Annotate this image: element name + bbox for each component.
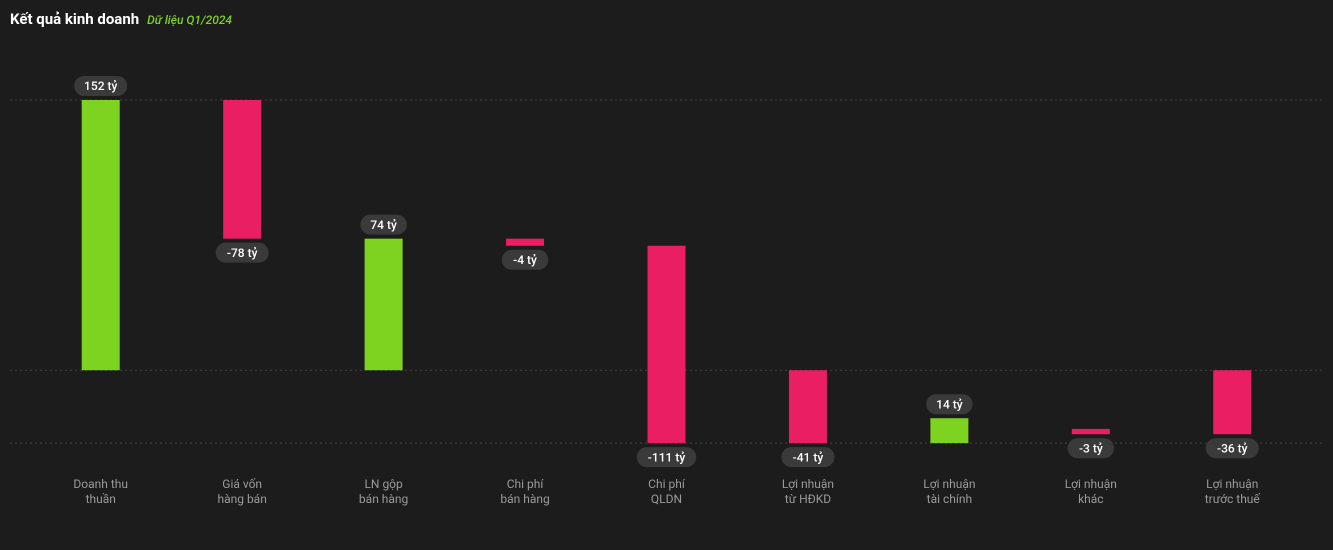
chart-header: Kết quả kinh doanh Dữ liệu Q1/2024 <box>0 0 1333 28</box>
category-label: Lợi nhuận <box>1065 477 1117 491</box>
waterfall-bar <box>648 246 686 443</box>
category-label: bán hàng <box>359 492 408 506</box>
value-label: -3 tỷ <box>1079 441 1103 455</box>
category-label: Giá vốn <box>222 477 262 491</box>
category-label: Lợi nhuận <box>923 477 975 491</box>
category-label: thuần <box>86 492 116 506</box>
value-label: -78 tỷ <box>227 246 258 260</box>
value-label: 14 tỷ <box>936 397 963 411</box>
value-label: -36 tỷ <box>1217 441 1248 455</box>
category-label: Doanh thu <box>73 477 128 491</box>
category-label: LN gộp <box>364 477 403 491</box>
category-label: hàng bán <box>217 492 266 506</box>
waterfall-bar <box>1213 370 1251 434</box>
waterfall-bar <box>1072 429 1110 434</box>
category-label: bán hàng <box>500 492 549 506</box>
value-label: -41 tỷ <box>793 450 824 464</box>
category-label: trước thuế <box>1205 492 1262 506</box>
value-label: 74 tỷ <box>370 218 397 232</box>
category-label: Chi phí <box>648 477 686 491</box>
waterfall-bar <box>365 239 403 371</box>
waterfall-bar <box>223 100 261 239</box>
waterfall-bar <box>82 100 120 370</box>
category-label: từ HĐKD <box>785 492 831 506</box>
category-label: Lợi nhuận <box>1206 477 1258 491</box>
category-label: Chi phí <box>507 477 545 491</box>
waterfall-bar <box>789 370 827 443</box>
waterfall-svg: 152 tỷ Doanh thuthuần -78 tỷ Giá vốnhàng bá… <box>0 28 1333 538</box>
chart-title: Kết quả kinh doanh <box>10 10 139 28</box>
category-label: QLDN <box>651 492 682 506</box>
value-label: -111 tỷ <box>648 450 686 464</box>
value-label: -4 tỷ <box>513 253 537 267</box>
category-label: tài chính <box>927 492 972 506</box>
category-label: khác <box>1078 492 1104 506</box>
chart-subtitle: Dữ liệu Q1/2024 <box>147 13 232 27</box>
waterfall-bar <box>930 418 968 443</box>
category-label: Lợi nhuận <box>782 477 834 491</box>
waterfall-chart: 152 tỷ Doanh thuthuần -78 tỷ Giá vốnhàng bá… <box>0 28 1333 538</box>
waterfall-bar <box>506 239 544 246</box>
value-label: 152 tỷ <box>84 79 117 93</box>
